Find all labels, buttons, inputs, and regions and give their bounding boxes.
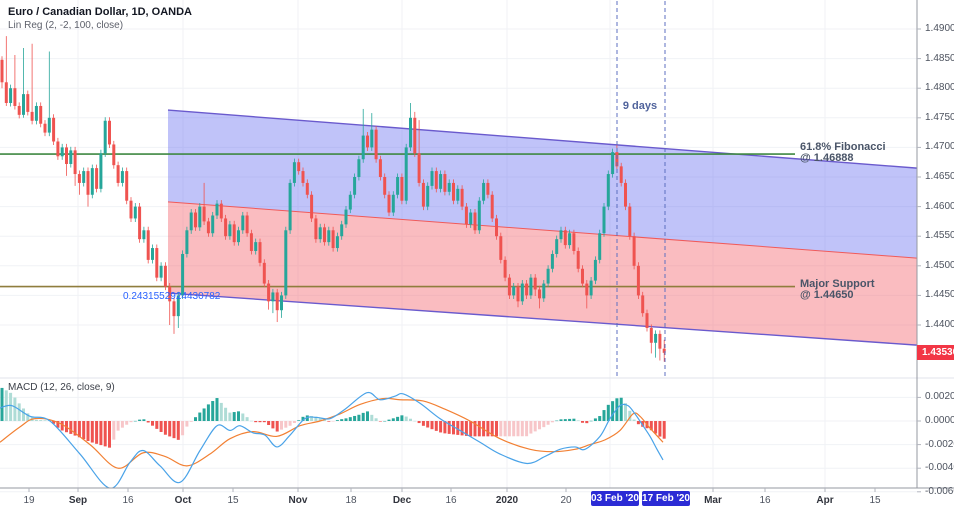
- symbol-legend[interactable]: Euro / Canadian Dollar, 1D, OANDA Lin Re…: [8, 6, 192, 31]
- price-axis-label[interactable]: 1.48500: [925, 52, 954, 64]
- fibonacci-annotation[interactable]: 61.8% Fibonacci @ 1.46888: [800, 142, 886, 164]
- date-badge-17-feb: 17 Feb '20: [642, 491, 690, 506]
- price-axis-label[interactable]: 1.47000: [925, 141, 954, 153]
- price-axis-label[interactable]: 1.44500: [925, 289, 954, 301]
- time-axis-label[interactable]: Dec: [392, 495, 412, 506]
- time-axis-label[interactable]: 20: [560, 495, 572, 506]
- nine-days-annotation[interactable]: 9 days: [622, 100, 658, 112]
- price-axis-label[interactable]: 1.47500: [925, 111, 954, 123]
- macd-axis-label[interactable]: -0.00400: [925, 462, 954, 474]
- major-support-annotation[interactable]: Major Support @ 1.44650: [800, 279, 875, 301]
- major-support-annotation-line2: @ 1.44650: [800, 289, 854, 301]
- time-axis-label[interactable]: 15: [227, 495, 239, 506]
- price-axis-label[interactable]: 1.49000: [925, 23, 954, 34]
- time-axis-label[interactable]: 19: [23, 495, 35, 506]
- linreg-channel: [0, 109, 917, 346]
- time-axis-label[interactable]: 16: [759, 495, 771, 506]
- major-support-annotation-line1: Major Support: [800, 278, 875, 290]
- symbol-title[interactable]: Euro / Canadian Dollar, 1D, OANDA: [8, 6, 192, 18]
- price-axis-label[interactable]: 1.48000: [925, 82, 954, 94]
- price-axis-label[interactable]: 1.46000: [925, 200, 954, 212]
- time-axis-label[interactable]: 18: [345, 495, 357, 506]
- linreg-indicator-title[interactable]: Lin Reg (2, -2, 100, close): [8, 20, 124, 31]
- linreg-value-label: 0.2431552924430782: [123, 291, 221, 302]
- time-axis-label[interactable]: Mar: [704, 495, 722, 506]
- time-axis-label[interactable]: Apr: [816, 495, 834, 506]
- time-axis-label[interactable]: 15: [869, 495, 881, 506]
- time-axis-label[interactable]: 2020: [495, 495, 519, 506]
- time-axis-label[interactable]: Oct: [174, 495, 192, 506]
- price-axis-label[interactable]: 1.45000: [925, 259, 954, 271]
- fibonacci-annotation-line1: 61.8% Fibonacci: [800, 141, 886, 153]
- price-axis-label[interactable]: 1.45500: [925, 230, 954, 242]
- time-axis-label[interactable]: 16: [122, 495, 134, 506]
- macd-axis-label[interactable]: -0.00600: [925, 485, 954, 497]
- axis-ticks: [28, 28, 921, 493]
- macd-layer: [0, 387, 666, 488]
- time-axis-label[interactable]: 16: [445, 495, 457, 506]
- candles-layer: [0, 36, 666, 362]
- macd-axis-label[interactable]: 0.00000: [925, 415, 954, 426]
- date-badge-03-feb: 03 Feb '20: [591, 491, 639, 506]
- time-axis-label[interactable]: Nov: [288, 495, 308, 506]
- macd-indicator-title[interactable]: MACD (12, 26, close, 9): [8, 382, 115, 393]
- macd-line: [0, 391, 664, 488]
- macd-signal-line: [0, 397, 664, 469]
- fibonacci-annotation-line2: @ 1.46888: [800, 152, 854, 164]
- time-axis-label[interactable]: Sep: [68, 495, 88, 506]
